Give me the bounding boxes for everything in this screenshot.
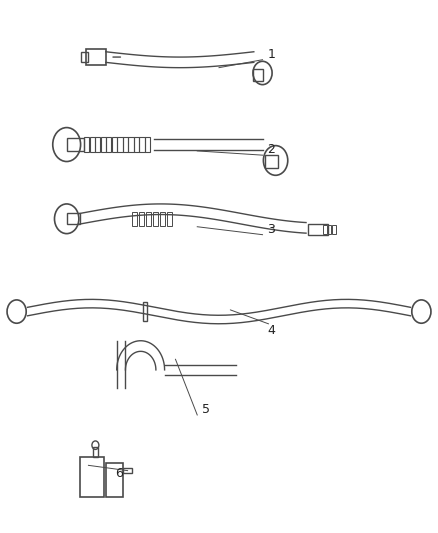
Text: 3: 3 <box>267 223 275 236</box>
Bar <box>253 69 262 81</box>
Bar <box>167 212 172 225</box>
Bar <box>106 463 123 497</box>
Bar <box>93 447 98 457</box>
Bar <box>153 212 158 225</box>
Bar <box>67 214 80 224</box>
Bar <box>323 225 327 233</box>
Bar <box>139 212 144 225</box>
Bar <box>139 137 145 152</box>
Bar <box>84 137 89 152</box>
Bar <box>328 225 331 233</box>
Bar <box>132 212 137 225</box>
Text: 5: 5 <box>202 403 210 416</box>
Bar <box>134 137 139 152</box>
Bar <box>160 212 165 225</box>
Bar <box>128 137 134 152</box>
Bar <box>145 137 150 152</box>
Bar <box>117 137 123 152</box>
Bar <box>86 49 106 65</box>
Bar <box>332 225 336 233</box>
Text: 4: 4 <box>267 324 275 337</box>
Bar <box>146 212 151 225</box>
Bar <box>123 468 132 473</box>
Bar <box>101 137 106 152</box>
Bar <box>308 224 328 235</box>
Bar <box>81 52 88 62</box>
Bar <box>106 137 111 152</box>
Bar <box>95 137 100 152</box>
Text: 1: 1 <box>267 48 275 61</box>
Bar <box>90 137 95 152</box>
Bar <box>265 155 278 168</box>
Bar <box>80 457 104 497</box>
Bar <box>112 137 117 152</box>
Bar <box>143 302 147 321</box>
Text: 2: 2 <box>267 143 275 156</box>
Bar <box>123 137 128 152</box>
Bar <box>67 138 84 151</box>
Text: 6: 6 <box>115 467 123 480</box>
